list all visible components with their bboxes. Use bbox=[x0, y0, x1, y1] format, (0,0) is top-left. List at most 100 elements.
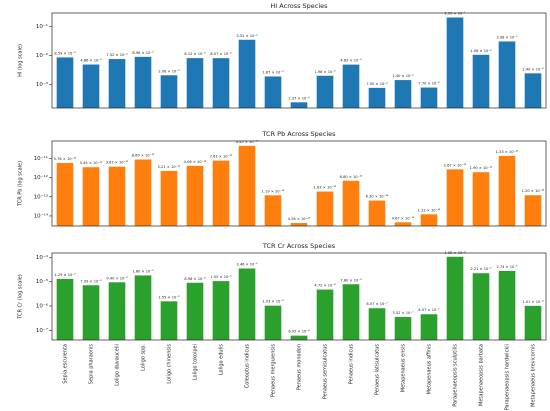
bar bbox=[472, 172, 490, 226]
bar bbox=[368, 200, 386, 226]
chart-title: TCR Cr Across Species bbox=[262, 242, 336, 250]
value-label: 8.69 × 10⁻¹² bbox=[132, 154, 155, 158]
value-label: 1.55 × 10⁻⁶ bbox=[158, 295, 180, 299]
value-label: 2.74 × 10⁻⁵ bbox=[496, 265, 518, 269]
bar bbox=[108, 282, 126, 340]
x-tick-label: Loligo tokoipei bbox=[193, 344, 199, 380]
x-tick-label: Metapenaeus affinis bbox=[427, 344, 433, 395]
bar bbox=[342, 180, 360, 226]
y-tick-label: 10⁻⁷ bbox=[36, 327, 48, 334]
value-label: 8.07 × 10⁻⁷ bbox=[366, 302, 388, 306]
value-label: 4.72 × 10⁻⁶ bbox=[314, 284, 336, 288]
x-tick-label: Sepia esculenta bbox=[63, 344, 69, 384]
bar bbox=[524, 73, 542, 108]
bar bbox=[212, 58, 230, 108]
bar bbox=[82, 167, 100, 226]
value-label: 1.01 × 10⁻⁶ bbox=[522, 300, 544, 304]
y-tick-label: 10⁻¹ bbox=[36, 23, 48, 30]
bar bbox=[238, 39, 256, 109]
bar bbox=[498, 270, 516, 340]
bar bbox=[316, 289, 334, 340]
value-label: 4.67 × 10⁻¹⁵ bbox=[392, 216, 415, 220]
bar bbox=[160, 301, 178, 340]
bar bbox=[420, 214, 438, 226]
bar bbox=[394, 80, 412, 108]
bar bbox=[446, 169, 464, 226]
bar bbox=[264, 195, 282, 226]
value-label: 3.67 × 10⁻¹² bbox=[106, 161, 129, 165]
value-label: 7.52 × 10⁻³ bbox=[106, 53, 128, 57]
value-label: 8.98 × 10⁻³ bbox=[132, 51, 154, 55]
bar bbox=[472, 54, 490, 108]
value-label: 3.45 × 10⁻¹² bbox=[80, 161, 103, 165]
value-label: 1.98 × 10⁻³ bbox=[314, 70, 336, 74]
value-label: 8.12 × 10⁻³ bbox=[184, 52, 206, 56]
bar bbox=[264, 76, 282, 108]
x-tick-label: Loligo chinensis bbox=[167, 344, 173, 384]
value-label: 7.09 × 10⁻⁶ bbox=[80, 279, 102, 283]
chart-title: HI Across Species bbox=[270, 2, 328, 10]
bar bbox=[472, 273, 490, 340]
value-label: 4.28 × 10⁻¹⁵ bbox=[288, 217, 311, 221]
bar bbox=[394, 222, 412, 226]
y-tick-label: 10⁻³ bbox=[36, 81, 48, 88]
bar bbox=[342, 64, 360, 108]
bar bbox=[82, 285, 100, 340]
value-label: 3.52 × 10⁻⁷ bbox=[392, 311, 414, 315]
x-tick-label: Metapenaeus brevicornis bbox=[531, 344, 537, 407]
bar bbox=[524, 305, 542, 340]
x-tick-label: Penaeus monodon bbox=[297, 344, 303, 390]
bar bbox=[446, 256, 464, 340]
bar bbox=[524, 195, 542, 226]
value-label: 2.37 × 10⁻⁴ bbox=[288, 96, 310, 100]
value-label: 7.80 × 10⁻⁶ bbox=[340, 278, 362, 282]
value-label: 1.03 × 10⁻⁶ bbox=[262, 300, 284, 304]
bar bbox=[212, 281, 230, 340]
value-label: 7.70 × 10⁻⁴ bbox=[418, 82, 440, 86]
x-tick-label: Loligo spp. bbox=[141, 344, 147, 371]
plot-frame bbox=[51, 140, 547, 227]
value-label: 1.29 × 10⁻⁵ bbox=[54, 273, 76, 277]
y-tick-label: 10⁻⁶ bbox=[36, 302, 49, 309]
bar bbox=[134, 275, 152, 340]
value-label: 2.21 × 10⁻¹² bbox=[158, 165, 181, 169]
bar bbox=[290, 223, 308, 226]
value-label: 7.50 × 10⁻⁴ bbox=[366, 82, 388, 86]
y-axis-label: HI (log scale) bbox=[18, 44, 24, 77]
bar bbox=[498, 41, 516, 109]
value-label: 1.20 × 10⁻¹³ bbox=[522, 189, 545, 193]
y-tick-label: 10⁻⁴ bbox=[36, 254, 49, 261]
value-label: 4.06 × 10⁻¹² bbox=[184, 160, 207, 164]
value-label: 2.21 × 10⁻⁵ bbox=[470, 267, 492, 271]
x-tick-label: Penaeus semisulcatus bbox=[323, 344, 329, 400]
value-label: 2.67 × 10⁻¹² bbox=[444, 163, 467, 167]
chart-title: TCR Pb Across Species bbox=[261, 130, 336, 138]
value-label: 1.06 × 10⁻² bbox=[470, 49, 492, 53]
value-label: 1.33 × 10⁻¹¹ bbox=[496, 150, 519, 154]
bar bbox=[134, 56, 152, 108]
bar bbox=[498, 155, 516, 226]
bar bbox=[56, 162, 74, 226]
x-tick-label: Metapenaeus ensis bbox=[401, 344, 407, 393]
value-label: 1.19 × 10⁻¹³ bbox=[262, 189, 285, 193]
x-tick-label: Loligo duvaucelii bbox=[115, 344, 121, 386]
value-label: 3.52 × 10⁻² bbox=[236, 34, 258, 38]
x-tick-label: Coleoptus indicus bbox=[245, 344, 251, 389]
bar bbox=[160, 170, 178, 226]
bar bbox=[82, 64, 100, 108]
value-label: 1.87 × 10⁻¹³ bbox=[314, 186, 337, 190]
bar bbox=[342, 284, 360, 340]
y-tick-label: 10⁻¹² bbox=[34, 174, 48, 181]
value-label: 2.06 × 10⁻³ bbox=[158, 69, 180, 73]
y-axis-label: TCR Pb (log scale) bbox=[18, 161, 24, 207]
x-tick-label: Sepia pharaonis bbox=[89, 344, 95, 385]
y-tick-label: 10⁻¹¹ bbox=[34, 155, 48, 162]
y-tick-label: 10⁻² bbox=[36, 52, 48, 59]
value-label: 5.76 × 10⁻¹² bbox=[54, 157, 77, 161]
value-label: 4.83 × 10⁻³ bbox=[340, 59, 362, 63]
x-tick-label: Loligo edulis bbox=[219, 344, 225, 376]
value-label: 1.22 × 10⁻¹⁴ bbox=[418, 208, 441, 212]
bar bbox=[316, 191, 334, 226]
bar bbox=[316, 75, 334, 108]
